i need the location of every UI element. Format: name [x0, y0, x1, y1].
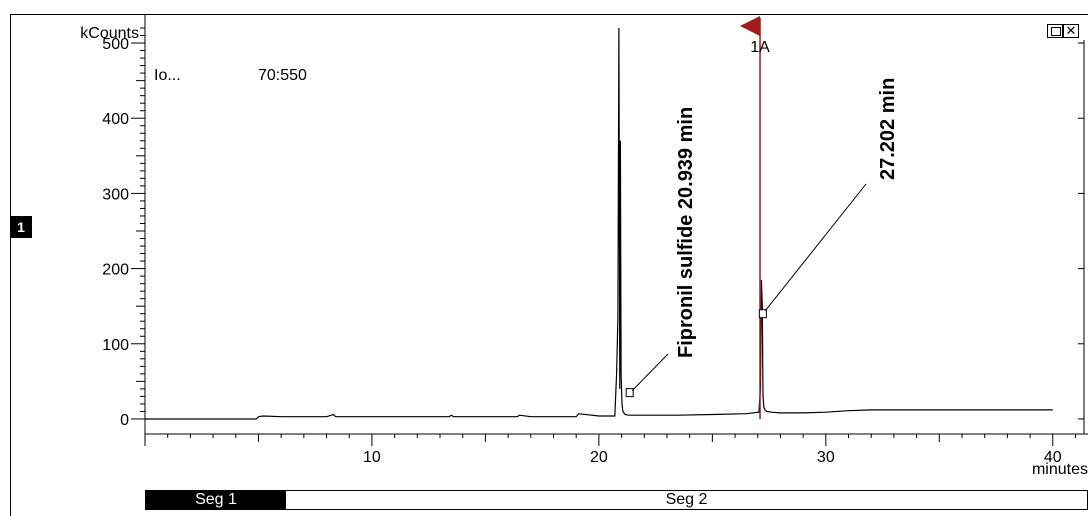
y-axis-label: kCounts	[80, 25, 139, 42]
chart-frame	[10, 14, 1088, 516]
ion-label: Io...	[154, 67, 181, 84]
chromatogram-trace	[145, 27, 1053, 420]
x-axis-label: minutes	[1032, 461, 1088, 478]
annotation-leader-line	[631, 353, 669, 391]
y-tick-label: 100	[102, 337, 129, 354]
annotation-leader-line	[764, 183, 867, 312]
chromatogram-plot: 1A Fipronil sulfide 20.939 min 27.202 min…	[80, 14, 1088, 478]
segment-bar: Seg 1 Seg 2	[145, 490, 1088, 510]
segment-1[interactable]: Seg 1	[146, 491, 286, 509]
time-marker-label: 1A	[750, 39, 770, 56]
peak-annotation-label: 27.202 min	[877, 78, 899, 180]
y-tick-label: 0	[120, 412, 129, 429]
y-tick-label: 300	[102, 186, 129, 203]
ion-range: 70:550	[258, 67, 307, 84]
peak-annotation-label: Fipronil sulfide 20.939 min	[675, 107, 697, 358]
panel-number-badge[interactable]: 1	[10, 216, 32, 238]
restore-icon[interactable]	[1047, 24, 1063, 38]
x-tick-label: 20	[590, 449, 608, 466]
x-tick-label: 30	[817, 449, 835, 466]
window-controls: ✕	[1047, 24, 1079, 38]
peak-marker-box	[625, 388, 634, 398]
x-tick-label: 10	[363, 449, 381, 466]
x-tick-label: 40	[1044, 449, 1062, 466]
y-tick-label: 200	[102, 262, 129, 279]
y-tick-label: 500	[102, 36, 129, 53]
time-marker-flag	[740, 16, 761, 36]
close-icon[interactable]: ✕	[1063, 24, 1079, 38]
y-tick-label: 400	[102, 111, 129, 128]
segment-2[interactable]: Seg 2	[665, 491, 708, 508]
peak-marker-box	[758, 309, 767, 319]
